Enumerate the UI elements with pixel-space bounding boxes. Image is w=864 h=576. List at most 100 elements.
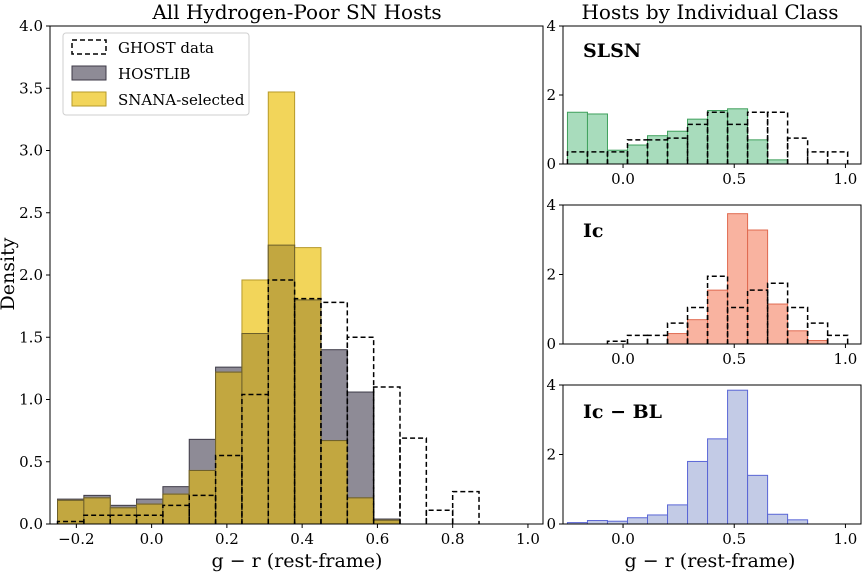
- main-ytick-label-5: 2.5: [19, 204, 43, 222]
- main-xtick-label-4: 0.6: [365, 530, 389, 548]
- slsn-ytick-label-1: 2: [546, 86, 556, 104]
- overlap-bar-12: [374, 520, 400, 524]
- y-axis-label: Density: [0, 237, 19, 310]
- ic-ghost-bin-3: [648, 335, 668, 344]
- overlap-bar-8: [268, 245, 294, 524]
- main-xtick-label-6: 1.0: [516, 530, 540, 548]
- ic-class-label: Ic: [583, 220, 603, 242]
- ic-bar-4: [748, 230, 768, 344]
- main-ghost-bin-12: [374, 387, 400, 524]
- slsn-bar-7: [708, 111, 728, 164]
- slsn-class-label: SLSN: [583, 40, 641, 62]
- icbl-bar-7: [708, 439, 728, 524]
- icbl-bar-3: [627, 518, 647, 524]
- ic-bar-6: [788, 331, 808, 344]
- ic-x-ticks: 0.0 0.5 1.0: [611, 344, 857, 368]
- slsn-ytick-label-0: 0: [546, 155, 556, 173]
- slsn-bar-6: [688, 119, 708, 164]
- icbl-bar-5: [668, 505, 688, 524]
- slsn-bar-8: [728, 109, 748, 164]
- main-ytick-label-6: 3.0: [19, 142, 43, 160]
- slsn-bar-10: [768, 160, 788, 164]
- ic-y-ticks: 0 2 4: [546, 196, 563, 353]
- main-ghost-bin-13: [400, 438, 426, 524]
- icbl-xtick-label-2: 1.0: [834, 530, 858, 548]
- slsn-panel: 0.0 0.5 1.0 024 SLSN: [546, 17, 861, 188]
- slsn-bars: [567, 109, 787, 164]
- class-panels-title: Hosts by Individual Class: [581, 0, 838, 24]
- icbl-y-ticks: 0 2 4: [546, 376, 563, 533]
- main-ytick-label-0: 0.0: [19, 515, 43, 533]
- icbl-bar-6: [688, 461, 708, 524]
- ic-bar-1: [688, 320, 708, 344]
- icbl-ytick-label-0: 0: [546, 515, 556, 533]
- slsn-bar-2: [607, 150, 627, 164]
- icbl-xtick-label-0: 0.0: [611, 530, 635, 548]
- main-x-axis-label: g − r (rest-frame): [212, 550, 383, 572]
- ic-bar-5: [768, 304, 788, 344]
- slsn-x-ticks: 0.0 0.5 1.0: [611, 164, 857, 188]
- main-xtick-label-2: 0.2: [215, 530, 239, 548]
- main-ytick-label-1: 0.5: [19, 453, 43, 471]
- main-ytick-label-2: 1.0: [19, 391, 43, 409]
- ic-bar-2: [708, 290, 728, 344]
- ic-xtick-label-1: 0.5: [722, 350, 746, 368]
- class-x-axis-label: g − r (rest-frame): [625, 550, 796, 572]
- ic-panel: 0.0 0.5 1.0 0 2 4 Ic: [546, 196, 861, 368]
- main-ytick-label-3: 1.5: [19, 328, 43, 346]
- overlap-bar-0: [58, 500, 84, 524]
- slsn-bar-3: [627, 145, 647, 164]
- main-ghost-bin-15: [453, 492, 479, 524]
- slsn-ghost-bin-10: [768, 112, 788, 164]
- slsn-ghost-bin-13: [828, 152, 848, 164]
- icbl-ytick-label-2: 4: [546, 376, 556, 394]
- ic-xtick-label-0: 0.0: [611, 350, 635, 368]
- overlap-bar-4: [163, 494, 189, 524]
- ic-ytick-label-2: 4: [546, 196, 556, 214]
- overlap-bar-10: [321, 441, 347, 524]
- legend: GHOST data HOSTLIB SNANA-selected: [63, 33, 249, 115]
- ic-bar-3: [728, 214, 748, 344]
- icbl-bar-1: [587, 521, 607, 524]
- icbl-bar-4: [648, 515, 668, 524]
- main-x-ticks: −0.2 0.0 0.2 0.4 0.6 0.8 1.0: [58, 524, 540, 548]
- ic-ghost-steps: [607, 276, 847, 344]
- slsn-bar-9: [748, 140, 768, 164]
- icbl-bar-9: [748, 475, 768, 524]
- overlap-bar-7: [242, 334, 268, 524]
- slsn-xtick-label-0: 0.0: [611, 170, 635, 188]
- icbl-ytick-label-1: 2: [546, 446, 556, 464]
- slsn-xtick-label-1: 0.5: [722, 170, 746, 188]
- main-title: All Hydrogen-Poor SN Hosts: [151, 0, 441, 24]
- icbl-bar-11: [788, 520, 808, 524]
- main-ghost-bin-14: [426, 510, 452, 524]
- icbl-bar-10: [768, 514, 788, 524]
- legend-snana-swatch: [72, 92, 106, 106]
- ic-xtick-label-2: 1.0: [834, 350, 858, 368]
- icbl-panel: 0.0 0.5 1.0 0 2 4 Ic − BL g − r (rest-frame): [546, 376, 861, 572]
- icbl-bar-8: [728, 390, 748, 524]
- main-ytick-label-4: 2.0: [19, 266, 43, 284]
- slsn-ghost-bin-11: [788, 138, 808, 164]
- slsn-y-ticks: 0 2 4: [546, 17, 563, 173]
- legend-snana-label: SNANA-selected: [118, 91, 245, 109]
- ic-ytick-label-1: 2: [546, 266, 556, 284]
- overlap-bar-5: [189, 470, 215, 524]
- overlap-bar-6: [216, 372, 242, 524]
- icbl-xtick-label-1: 0.5: [722, 530, 746, 548]
- main-xtick-label-1: 0.0: [140, 530, 164, 548]
- overlap-bar-9: [295, 300, 321, 524]
- main-xtick-label-3: 0.4: [290, 530, 314, 548]
- main-xtick-label-5: 0.8: [441, 530, 465, 548]
- ic-ghost-bin-12: [828, 335, 848, 344]
- overlap-bar-11: [347, 498, 373, 524]
- main-y-ticks: 0.00.51.01.52.02.53.03.54.0: [19, 17, 50, 533]
- ic-ytick-label-0: 0: [546, 335, 556, 353]
- legend-hostlib-swatch: [72, 66, 106, 80]
- ic-ghost-bin-2: [627, 335, 647, 344]
- overlap-bar-3: [137, 504, 163, 524]
- main-ytick-label-7: 3.5: [19, 79, 43, 97]
- legend-hostlib-label: HOSTLIB: [118, 65, 191, 83]
- slsn-bar-5: [668, 131, 688, 164]
